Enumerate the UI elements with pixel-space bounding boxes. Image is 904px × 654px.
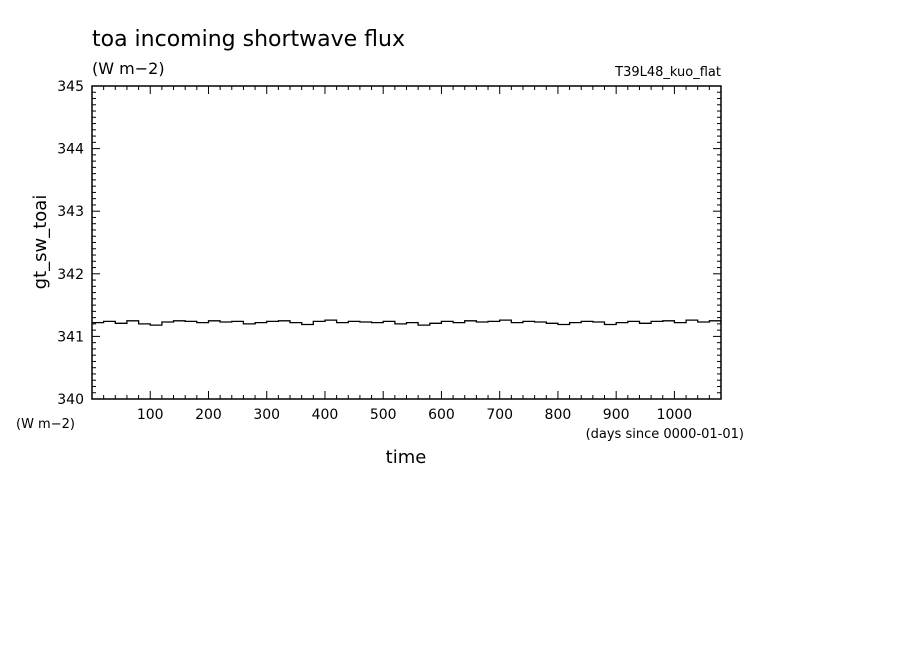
- series-line: [92, 319, 722, 326]
- y-tick-label: 342: [57, 267, 84, 283]
- x-tick-label: 600: [428, 407, 455, 423]
- y-tick-label: 345: [57, 79, 84, 95]
- x-axis: 100 200 300 400 500 600 700 800 900 1000: [91, 86, 722, 423]
- y-tick-label: 343: [57, 204, 84, 220]
- x-tick-label: 1000: [657, 407, 693, 423]
- y-tick-label: 341: [57, 329, 84, 345]
- y-axis: 340 341 342 343 344 345: [57, 79, 721, 408]
- x-tick-label: 400: [312, 407, 339, 423]
- chart-units: (W m−2): [92, 59, 165, 78]
- y-axis-units: (W m−2): [16, 417, 75, 432]
- y-tick-label: 344: [57, 142, 84, 158]
- run-label: T39L48_kuo_flat: [614, 65, 721, 80]
- x-tick-label: 900: [603, 407, 630, 423]
- x-tick-label: 800: [545, 407, 572, 423]
- x-axis-units: (days since 0000-01-01): [586, 427, 744, 442]
- chart-title: toa incoming shortwave flux: [92, 27, 405, 52]
- x-axis-label: time: [386, 447, 427, 468]
- x-tick-label: 300: [253, 407, 280, 423]
- x-tick-label: 700: [486, 407, 513, 423]
- plot-frame: [91, 85, 722, 400]
- y-tick-label: 340: [57, 392, 84, 408]
- y-axis-label: gt_sw_toai: [30, 195, 51, 290]
- x-tick-label: 200: [195, 407, 222, 423]
- x-tick-label: 100: [137, 407, 164, 423]
- x-tick-label: 500: [370, 407, 397, 423]
